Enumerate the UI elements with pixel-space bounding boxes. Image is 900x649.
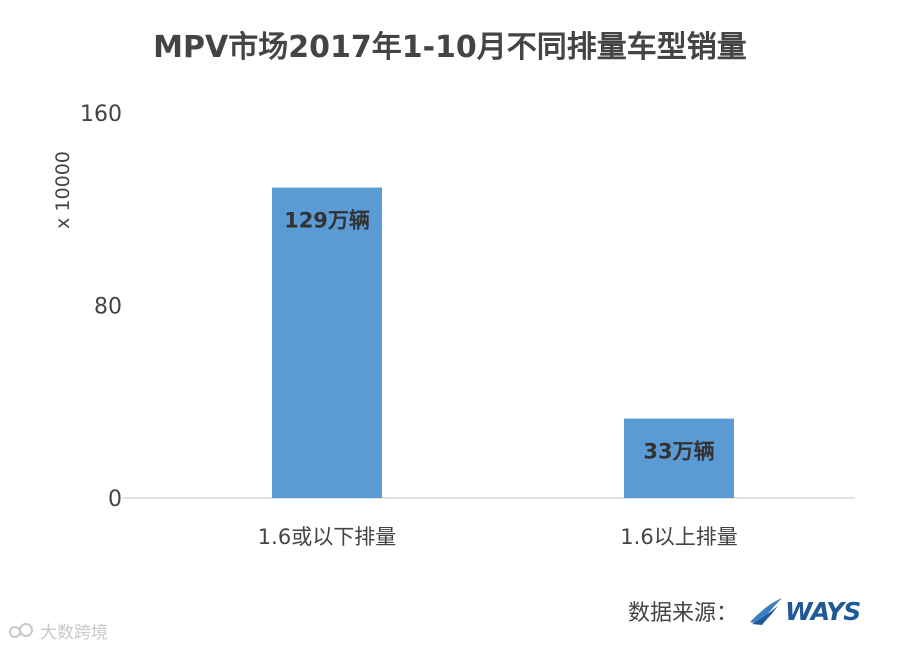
x-category-label: 1.6或以下排量	[258, 525, 396, 549]
y-tick-label: 80	[94, 295, 122, 320]
data-label: 129万辆	[284, 209, 370, 233]
bar	[272, 187, 382, 498]
y-tick-label: 0	[108, 487, 122, 512]
data-labels: 129万辆 33万辆	[284, 209, 715, 464]
ways-logo: WAYS	[748, 596, 861, 626]
watermark-text: 大数跨境	[40, 623, 108, 643]
chart-title: MPV市场2017年1-10月不同排量车型销量	[153, 30, 747, 65]
bars	[272, 187, 734, 498]
data-label: 33万辆	[643, 440, 714, 464]
x-category-label: 1.6以上排量	[620, 525, 737, 549]
data-source: 数据来源： WAYS	[628, 594, 861, 628]
y-tick-labels: 0 80 160	[80, 102, 122, 512]
category-labels: 1.6或以下排量 1.6以上排量	[258, 525, 738, 549]
bar	[624, 418, 734, 498]
y-axis-label-group: x 10000	[52, 151, 74, 229]
ways-swoosh-icon	[750, 598, 783, 625]
y-axis-label: x 10000	[52, 151, 74, 229]
y-tick-label: 160	[80, 102, 122, 127]
source-label: 数据来源：	[628, 601, 739, 626]
ways-brand-text: WAYS	[785, 596, 861, 626]
bar-chart: x 10000 0 80 160 1.6或以下排量 1.6以上排量 129万辆 33万辆	[52, 102, 855, 549]
watermark: 大数跨境	[8, 618, 108, 643]
dashuju-logo-icon	[9, 622, 33, 638]
